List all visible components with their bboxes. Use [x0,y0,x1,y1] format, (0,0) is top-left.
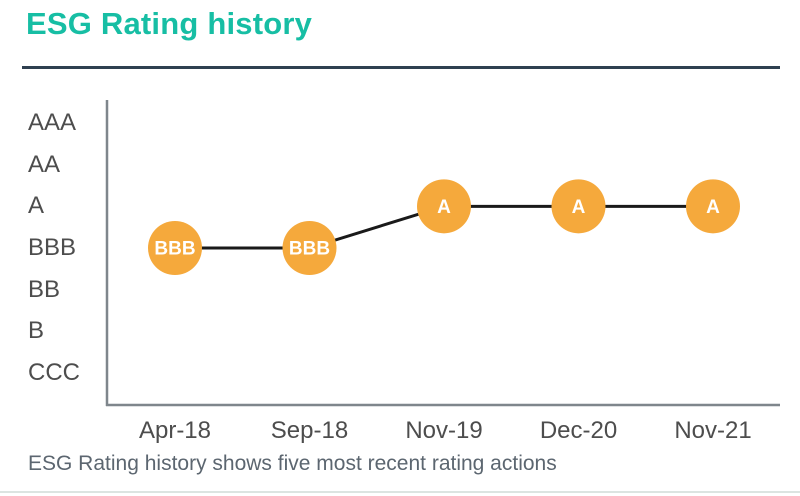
data-point-marker [148,221,202,275]
x-axis-label: Apr-18 [138,417,212,444]
x-axis-label: Dec-20 [539,417,618,444]
y-axis-label: CCC [28,359,80,386]
y-axis-label: BB [28,275,61,303]
y-axis-label: AAA [28,109,77,136]
page-title: ESG Rating history [26,6,313,41]
x-axis-label: Nov-19 [405,417,483,444]
x-axis-label: Sep-18 [270,417,349,444]
y-axis-label: A [28,192,45,220]
data-point-label: A [572,197,586,218]
x-axis-label: Nov-21 [674,417,752,444]
data-point-marker [551,179,606,234]
data-point-label: A [437,197,451,218]
y-axis-label: B [28,317,45,345]
data-point-label: BBB [289,239,330,260]
data-point-label: A [706,197,720,218]
chart-caption: ESG Rating history shows five most recen… [28,452,557,475]
y-axis-label: AA [28,150,61,178]
data-point-markers: BBB BBB A A A [148,179,740,275]
data-point-marker [686,179,740,234]
y-axis-label: BBB [28,234,77,261]
data-point-marker [282,221,337,275]
data-point-marker [417,179,471,234]
data-point-label: BBB [154,239,195,260]
bottom-rule [0,491,800,493]
title-divider [22,66,780,69]
